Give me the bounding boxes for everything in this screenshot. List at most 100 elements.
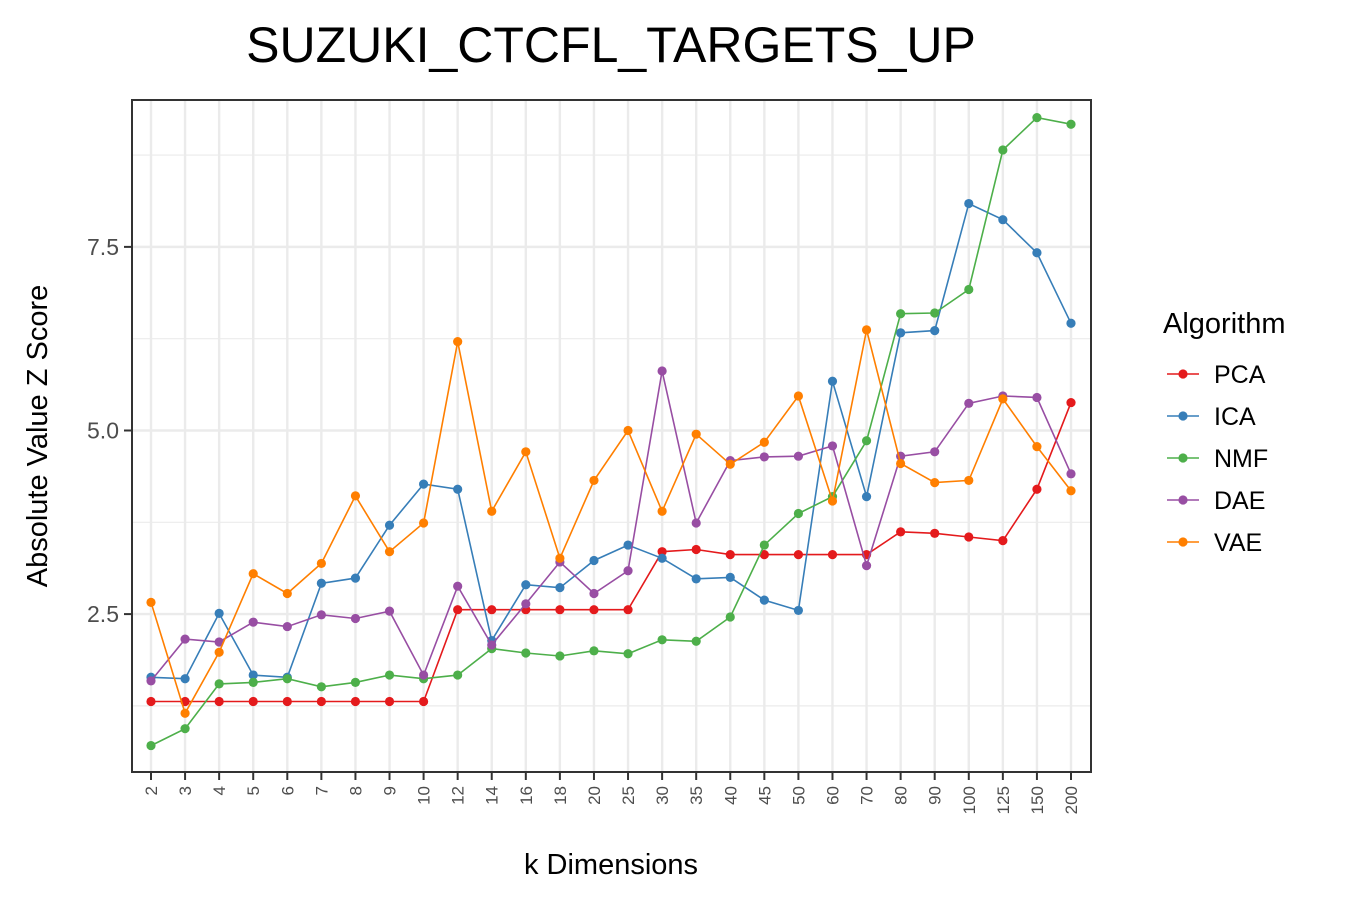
x-tick-label: 8 <box>346 786 365 795</box>
data-point-dae <box>861 561 872 571</box>
legend-key-point <box>1178 495 1188 505</box>
x-tick-label: 14 <box>483 786 502 805</box>
legend-item-vae: VAE <box>1167 529 1262 557</box>
legend-key-point <box>1178 537 1188 547</box>
major-gridlines <box>132 100 1091 772</box>
data-point-pca <box>657 547 667 557</box>
data-point-vae <box>930 478 940 488</box>
data-point-pca <box>418 696 429 707</box>
data-point-pca <box>282 696 292 707</box>
data-point-pca <box>759 550 769 560</box>
data-point-ica <box>964 198 974 209</box>
series-vae <box>146 325 1076 718</box>
series-line-dae <box>150 370 1072 682</box>
x-tick-label: 12 <box>449 786 468 805</box>
legend-label: PCA <box>1214 361 1266 389</box>
data-point-nmf <box>896 309 906 319</box>
data-point-vae <box>998 394 1008 404</box>
data-point-pca <box>350 696 361 707</box>
x-tick-label: 125 <box>994 786 1013 814</box>
data-point-ica <box>1032 248 1042 258</box>
data-point-vae <box>282 588 292 599</box>
data-point-vae <box>180 708 190 718</box>
data-point-ica <box>759 595 769 605</box>
data-point-ica <box>657 553 667 563</box>
data-point-nmf <box>691 636 701 646</box>
data-point-dae <box>384 606 395 616</box>
data-point-pca <box>214 696 224 707</box>
data-point-vae <box>384 547 395 557</box>
data-point-nmf <box>248 677 258 688</box>
legend-item-ica: ICA <box>1167 403 1256 431</box>
data-point-vae <box>964 475 974 486</box>
data-point-ica <box>623 540 633 550</box>
legend: Algorithm PCA ICA NMF DAE VAE <box>1163 308 1286 557</box>
data-point-dae <box>964 398 974 408</box>
data-point-ica <box>453 484 463 494</box>
data-point-ica <box>384 520 395 530</box>
data-point-nmf <box>521 648 531 658</box>
chart-title: SUZUKI_CTCFL_TARGETS_UP <box>246 17 976 73</box>
data-point-dae <box>146 676 156 686</box>
data-point-dae <box>827 441 838 451</box>
data-point-pca <box>453 605 463 615</box>
data-point-dae <box>350 613 361 624</box>
x-axis: 2 3 4 5 6 7 8 9 10 12 14 16 18 20 25 30 35 40 45 50 60 70 80 90… <box>142 772 1081 814</box>
x-tick-label: 7 <box>312 786 331 795</box>
x-tick-label: 20 <box>585 786 604 805</box>
data-point-vae <box>657 506 667 516</box>
data-point-dae <box>1066 469 1076 479</box>
legend-key-point <box>1178 453 1188 463</box>
data-point-nmf <box>657 635 667 645</box>
data-point-pca <box>146 696 156 707</box>
data-point-ica <box>861 491 872 502</box>
data-point-dae <box>316 610 326 620</box>
data-point-dae <box>248 617 258 627</box>
legend-label: ICA <box>1214 403 1256 431</box>
data-point-vae <box>248 569 258 579</box>
data-point-ica <box>248 670 258 680</box>
x-tick-label: 35 <box>687 786 706 805</box>
x-tick-label: 80 <box>892 786 911 805</box>
data-point-dae <box>214 637 224 647</box>
data-point-dae <box>180 634 190 644</box>
x-tick-label: 10 <box>415 786 434 805</box>
data-point-dae <box>282 621 292 632</box>
legend-key-point <box>1178 411 1188 421</box>
data-point-pca <box>316 696 326 707</box>
data-point-vae <box>827 496 838 506</box>
x-tick-label: 150 <box>1028 786 1047 814</box>
data-point-ica <box>998 215 1008 225</box>
data-point-vae <box>350 491 361 501</box>
data-point-nmf <box>146 740 156 751</box>
data-point-dae <box>623 566 633 576</box>
data-point-vae <box>316 558 326 569</box>
series-ica <box>146 198 1076 684</box>
data-point-nmf <box>180 724 190 734</box>
data-point-dae <box>453 581 463 591</box>
data-point-dae <box>691 518 701 528</box>
data-point-ica <box>793 605 804 616</box>
data-point-ica <box>827 376 838 386</box>
data-point-nmf <box>861 436 872 446</box>
x-tick-label: 3 <box>176 786 195 795</box>
data-point-ica <box>521 580 531 590</box>
x-tick-label: 45 <box>755 786 774 805</box>
data-point-nmf <box>350 677 361 688</box>
x-tick-label: 6 <box>278 786 297 795</box>
x-tick-label: 5 <box>244 786 263 795</box>
y-axis-title: Absolute Value Z Score <box>22 285 54 588</box>
series-layer <box>146 113 1076 751</box>
data-point-dae <box>589 588 599 599</box>
data-point-pca <box>964 532 974 542</box>
legend-label: DAE <box>1214 487 1265 515</box>
data-point-nmf <box>930 308 940 318</box>
data-point-dae <box>487 640 497 650</box>
data-point-vae <box>725 459 735 469</box>
data-point-vae <box>487 506 497 516</box>
data-point-vae <box>589 475 599 486</box>
x-tick-label: 2 <box>142 786 161 795</box>
data-point-pca <box>827 550 838 560</box>
data-point-ica <box>589 555 599 566</box>
y-tick-label: 7.5 <box>87 234 119 260</box>
